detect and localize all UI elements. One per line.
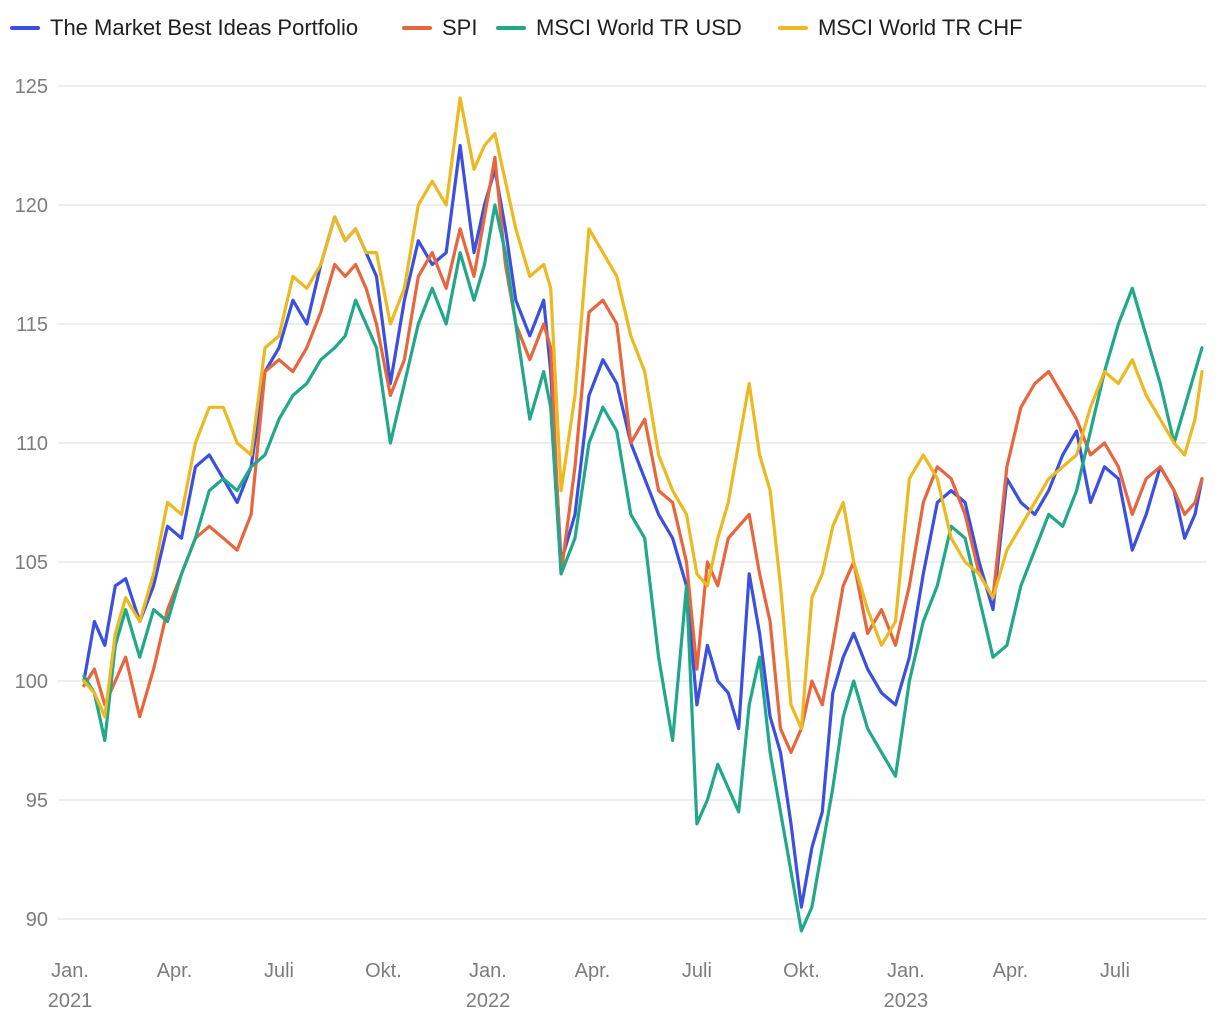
series-line-spi [82, 155, 1204, 755]
x-tick-year-2023: 2023 [884, 990, 929, 1012]
series-line-msci-world-tr-usd [82, 203, 1204, 933]
x-tick-label-0: Jan. [51, 960, 89, 982]
y-tick-label-120: 120 [15, 195, 48, 217]
y-tick-label-110: 110 [16, 433, 48, 455]
x-tick-year-2022: 2022 [466, 990, 511, 1012]
x-tick-label-10: Juli [1100, 960, 1130, 982]
legend-label-msci-chf: MSCI World TR CHF [818, 15, 1023, 40]
x-tick-label-5: Apr. [575, 960, 611, 982]
x-tick-label-4: Jan. [469, 960, 507, 982]
x-tick-label-9: Apr. [993, 960, 1029, 982]
legend-item-msci-chf[interactable]: MSCI World TR CHF [778, 15, 1023, 40]
x-tick-year-2021: 2021 [48, 990, 93, 1012]
legend-item-portfolio[interactable]: The Market Best Ideas Portfolio [10, 15, 358, 40]
x-tick-label-1: Apr. [157, 960, 193, 982]
y-tick-label-95: 95 [26, 790, 48, 812]
series-line-msci-world-tr-chf [82, 96, 1204, 731]
series-lines [82, 96, 1204, 933]
x-tick-label-3: Okt. [365, 960, 402, 982]
x-tick-label-2: Juli [264, 960, 294, 982]
legend: The Market Best Ideas Portfolio SPI MSCI… [10, 15, 1023, 40]
series-line-the-market-best-ideas-portfolio [82, 143, 1204, 909]
legend-item-msci-usd[interactable]: MSCI World TR USD [496, 15, 742, 40]
legend-label-portfolio: The Market Best Ideas Portfolio [50, 15, 358, 40]
legend-label-spi: SPI [442, 15, 477, 40]
y-tick-label-125: 125 [15, 76, 48, 98]
y-tick-label-115: 115 [16, 314, 48, 336]
y-tick-label-90: 90 [26, 909, 48, 931]
y-axis-ticks: 90 95 100 105 110 115 120 125 [15, 76, 48, 931]
y-tick-label-105: 105 [15, 552, 48, 574]
legend-label-msci-usd: MSCI World TR USD [536, 15, 742, 40]
y-tick-label-100: 100 [15, 671, 48, 693]
x-axis-ticks: Jan. 2021 Apr. Juli Okt. Jan. 2022 Apr. Juli Okt.… [48, 960, 1130, 1012]
x-tick-label-8: Jan. [887, 960, 925, 982]
x-tick-label-7: Okt. [783, 960, 820, 982]
legend-item-spi[interactable]: SPI [402, 15, 477, 40]
x-tick-label-6: Juli [682, 960, 712, 982]
